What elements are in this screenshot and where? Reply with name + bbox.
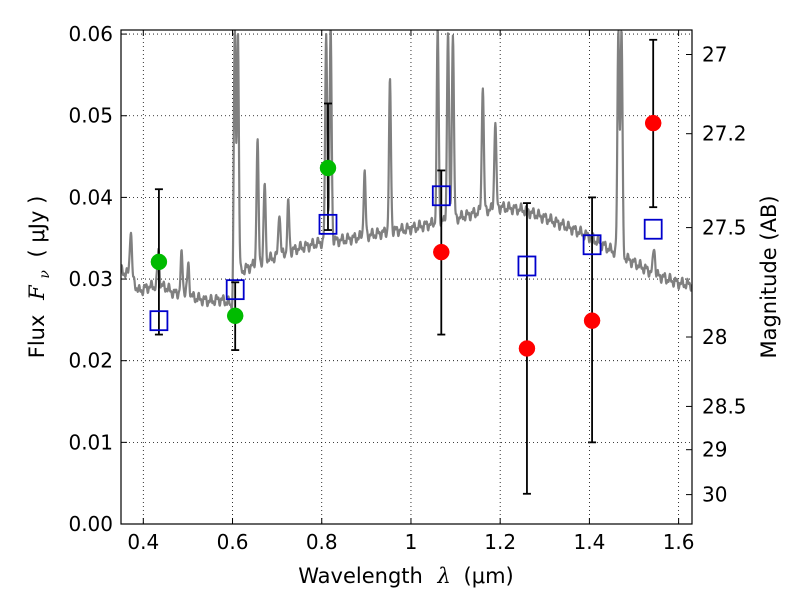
model-point bbox=[643, 218, 663, 240]
y-axis-label-subscript: ν bbox=[37, 270, 53, 279]
model-point bbox=[431, 185, 451, 207]
model-point bbox=[318, 213, 338, 235]
y2-tick-label: 27.2 bbox=[702, 122, 747, 146]
y-tick-label: 0.05 bbox=[68, 104, 113, 128]
y2-tick-label: 27.5 bbox=[702, 216, 747, 240]
model-spectrum bbox=[121, 30, 692, 311]
x-tick-label: 0.4 bbox=[127, 530, 159, 554]
x-axis-label-text: Wavelength bbox=[298, 564, 423, 588]
model-point bbox=[149, 310, 169, 332]
x-tick-label: 0.6 bbox=[217, 530, 249, 554]
observed-point bbox=[583, 312, 601, 329]
y2-axis-label: Magnitude (AB) bbox=[757, 195, 781, 358]
observed-point bbox=[226, 307, 244, 325]
y2-tick-labels: 27 27.2 27.5 28 28.5 29 30 bbox=[702, 42, 747, 506]
observed-points bbox=[150, 114, 662, 357]
model-point bbox=[517, 255, 537, 277]
observed-point bbox=[518, 340, 536, 357]
x-axis-label-symbol: λ bbox=[437, 564, 451, 588]
y2-tick-label: 28.5 bbox=[702, 394, 747, 418]
y-tick-label: 0.04 bbox=[68, 185, 113, 209]
x-tick-label: 1.2 bbox=[484, 530, 516, 554]
y-tick-label: 0.03 bbox=[68, 267, 113, 291]
x-tick-label: 1.4 bbox=[573, 530, 605, 554]
observed-point bbox=[433, 243, 450, 261]
grid bbox=[121, 30, 692, 524]
observed-point bbox=[150, 253, 168, 271]
y-tick-labels: 0.00 0.01 0.02 0.03 0.04 0.05 0.06 bbox=[68, 22, 113, 536]
y-axis-label-text: Flux bbox=[25, 315, 49, 359]
ticks bbox=[121, 30, 692, 525]
model-points bbox=[149, 185, 663, 332]
model-point bbox=[225, 279, 245, 301]
y2-tick-label: 30 bbox=[702, 483, 727, 507]
observed-point bbox=[319, 159, 337, 177]
y2-tick-label: 29 bbox=[702, 438, 727, 462]
y-tick-label: 0.01 bbox=[68, 430, 113, 454]
x-tick-label: 1.6 bbox=[663, 530, 695, 554]
y-tick-label: 0.00 bbox=[68, 512, 113, 536]
x-axis-label-unit: (μm) bbox=[464, 564, 514, 588]
error-bars bbox=[154, 38, 658, 495]
y2-tick-label: 28 bbox=[702, 325, 727, 349]
y-tick-label: 0.06 bbox=[68, 22, 113, 46]
x-axis-label: Wavelength λ (μm) bbox=[298, 564, 513, 588]
plot-frame bbox=[120, 29, 693, 525]
model-point bbox=[582, 234, 602, 256]
spectrum-line bbox=[121, 30, 692, 311]
y2-tick-label: 27 bbox=[702, 42, 727, 66]
x-tick-labels: 0.4 0.6 0.8 1 1.2 1.4 1.6 bbox=[127, 530, 694, 554]
y-tick-label: 0.02 bbox=[68, 349, 113, 373]
y-axis-label-symbol: F bbox=[25, 284, 49, 301]
x-tick-label: 0.8 bbox=[306, 530, 338, 554]
y-axis-label-unit: ( μJy ) bbox=[25, 196, 49, 258]
observed-point bbox=[644, 114, 662, 132]
y-axis-label: Flux F ν ( μJy ) bbox=[25, 196, 54, 359]
x-tick-label: 1 bbox=[405, 530, 418, 554]
